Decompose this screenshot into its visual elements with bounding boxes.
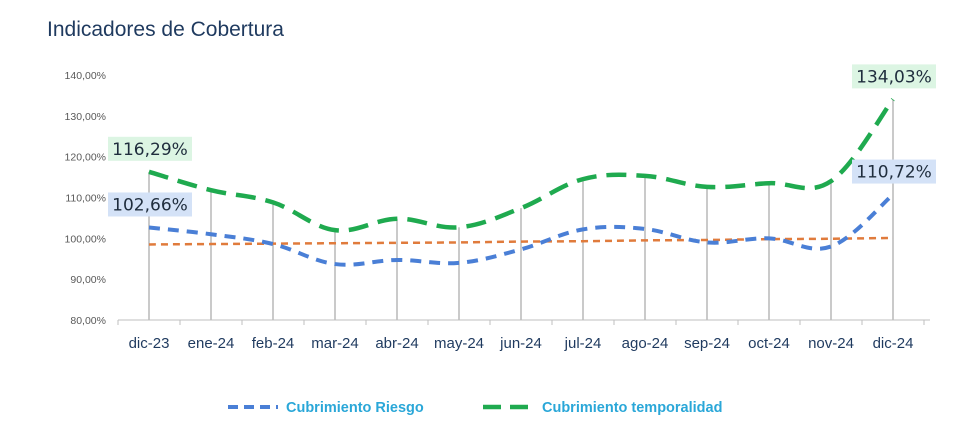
data-label-box (108, 192, 192, 217)
y-tick-label: 100,00% (65, 233, 106, 245)
axes: 80,00% 90,00% 100,00% 110,00% 120,00% 130,00%… (65, 70, 930, 352)
x-tick-label: abr-24 (375, 335, 418, 352)
x-tick-label: sep-24 (684, 335, 730, 352)
x-tick-label: dic-24 (873, 335, 914, 352)
series-lines (148, 98, 895, 267)
x-tick-label: jul-24 (564, 335, 602, 352)
legend-label: Cubrimiento Riesgo (286, 400, 424, 416)
data-label-box (108, 136, 192, 161)
x-tick-label: may-24 (434, 335, 484, 352)
x-tick-label: jun-24 (499, 335, 542, 352)
x-tick-label: ago-24 (622, 335, 669, 352)
legend-label: Cubrimiento temporalidad (542, 400, 722, 416)
data-label: 116,29% (112, 140, 188, 160)
series-line-reference (148, 236, 894, 246)
y-tick-label: 120,00% (65, 152, 106, 164)
x-tick-label: mar-24 (311, 335, 359, 352)
x-tick-label: dic-23 (129, 335, 170, 352)
series-line-cubrimiento-riesgo (148, 193, 895, 267)
legend: Cubrimiento Riesgo Cubrimiento temporalid… (228, 400, 722, 416)
series-line-cubrimiento-temporalidad (148, 98, 895, 233)
y-tick-label: 90,00% (70, 274, 106, 286)
data-label: 134,03% (856, 67, 932, 87)
data-label-box (852, 64, 936, 89)
x-tick-label: feb-24 (252, 335, 295, 352)
y-tick-label: 140,00% (65, 70, 106, 82)
y-tick-label: 130,00% (65, 111, 106, 123)
chart-title: Indicadores de Cobertura (47, 18, 284, 41)
data-label-box (852, 159, 936, 184)
data-label: 102,66% (112, 195, 188, 215)
x-tick-label: ene-24 (188, 335, 235, 352)
data-labels: 102,66% 116,29% 110,72% 134,03% (108, 64, 936, 217)
data-label: 110,72% (856, 163, 932, 183)
y-tick-label: 110,00% (65, 193, 106, 205)
drop-lines (148, 99, 894, 320)
y-tick-label: 80,00% (70, 315, 106, 327)
x-tick-label: oct-24 (748, 335, 790, 352)
x-tick-label: nov-24 (808, 335, 854, 352)
